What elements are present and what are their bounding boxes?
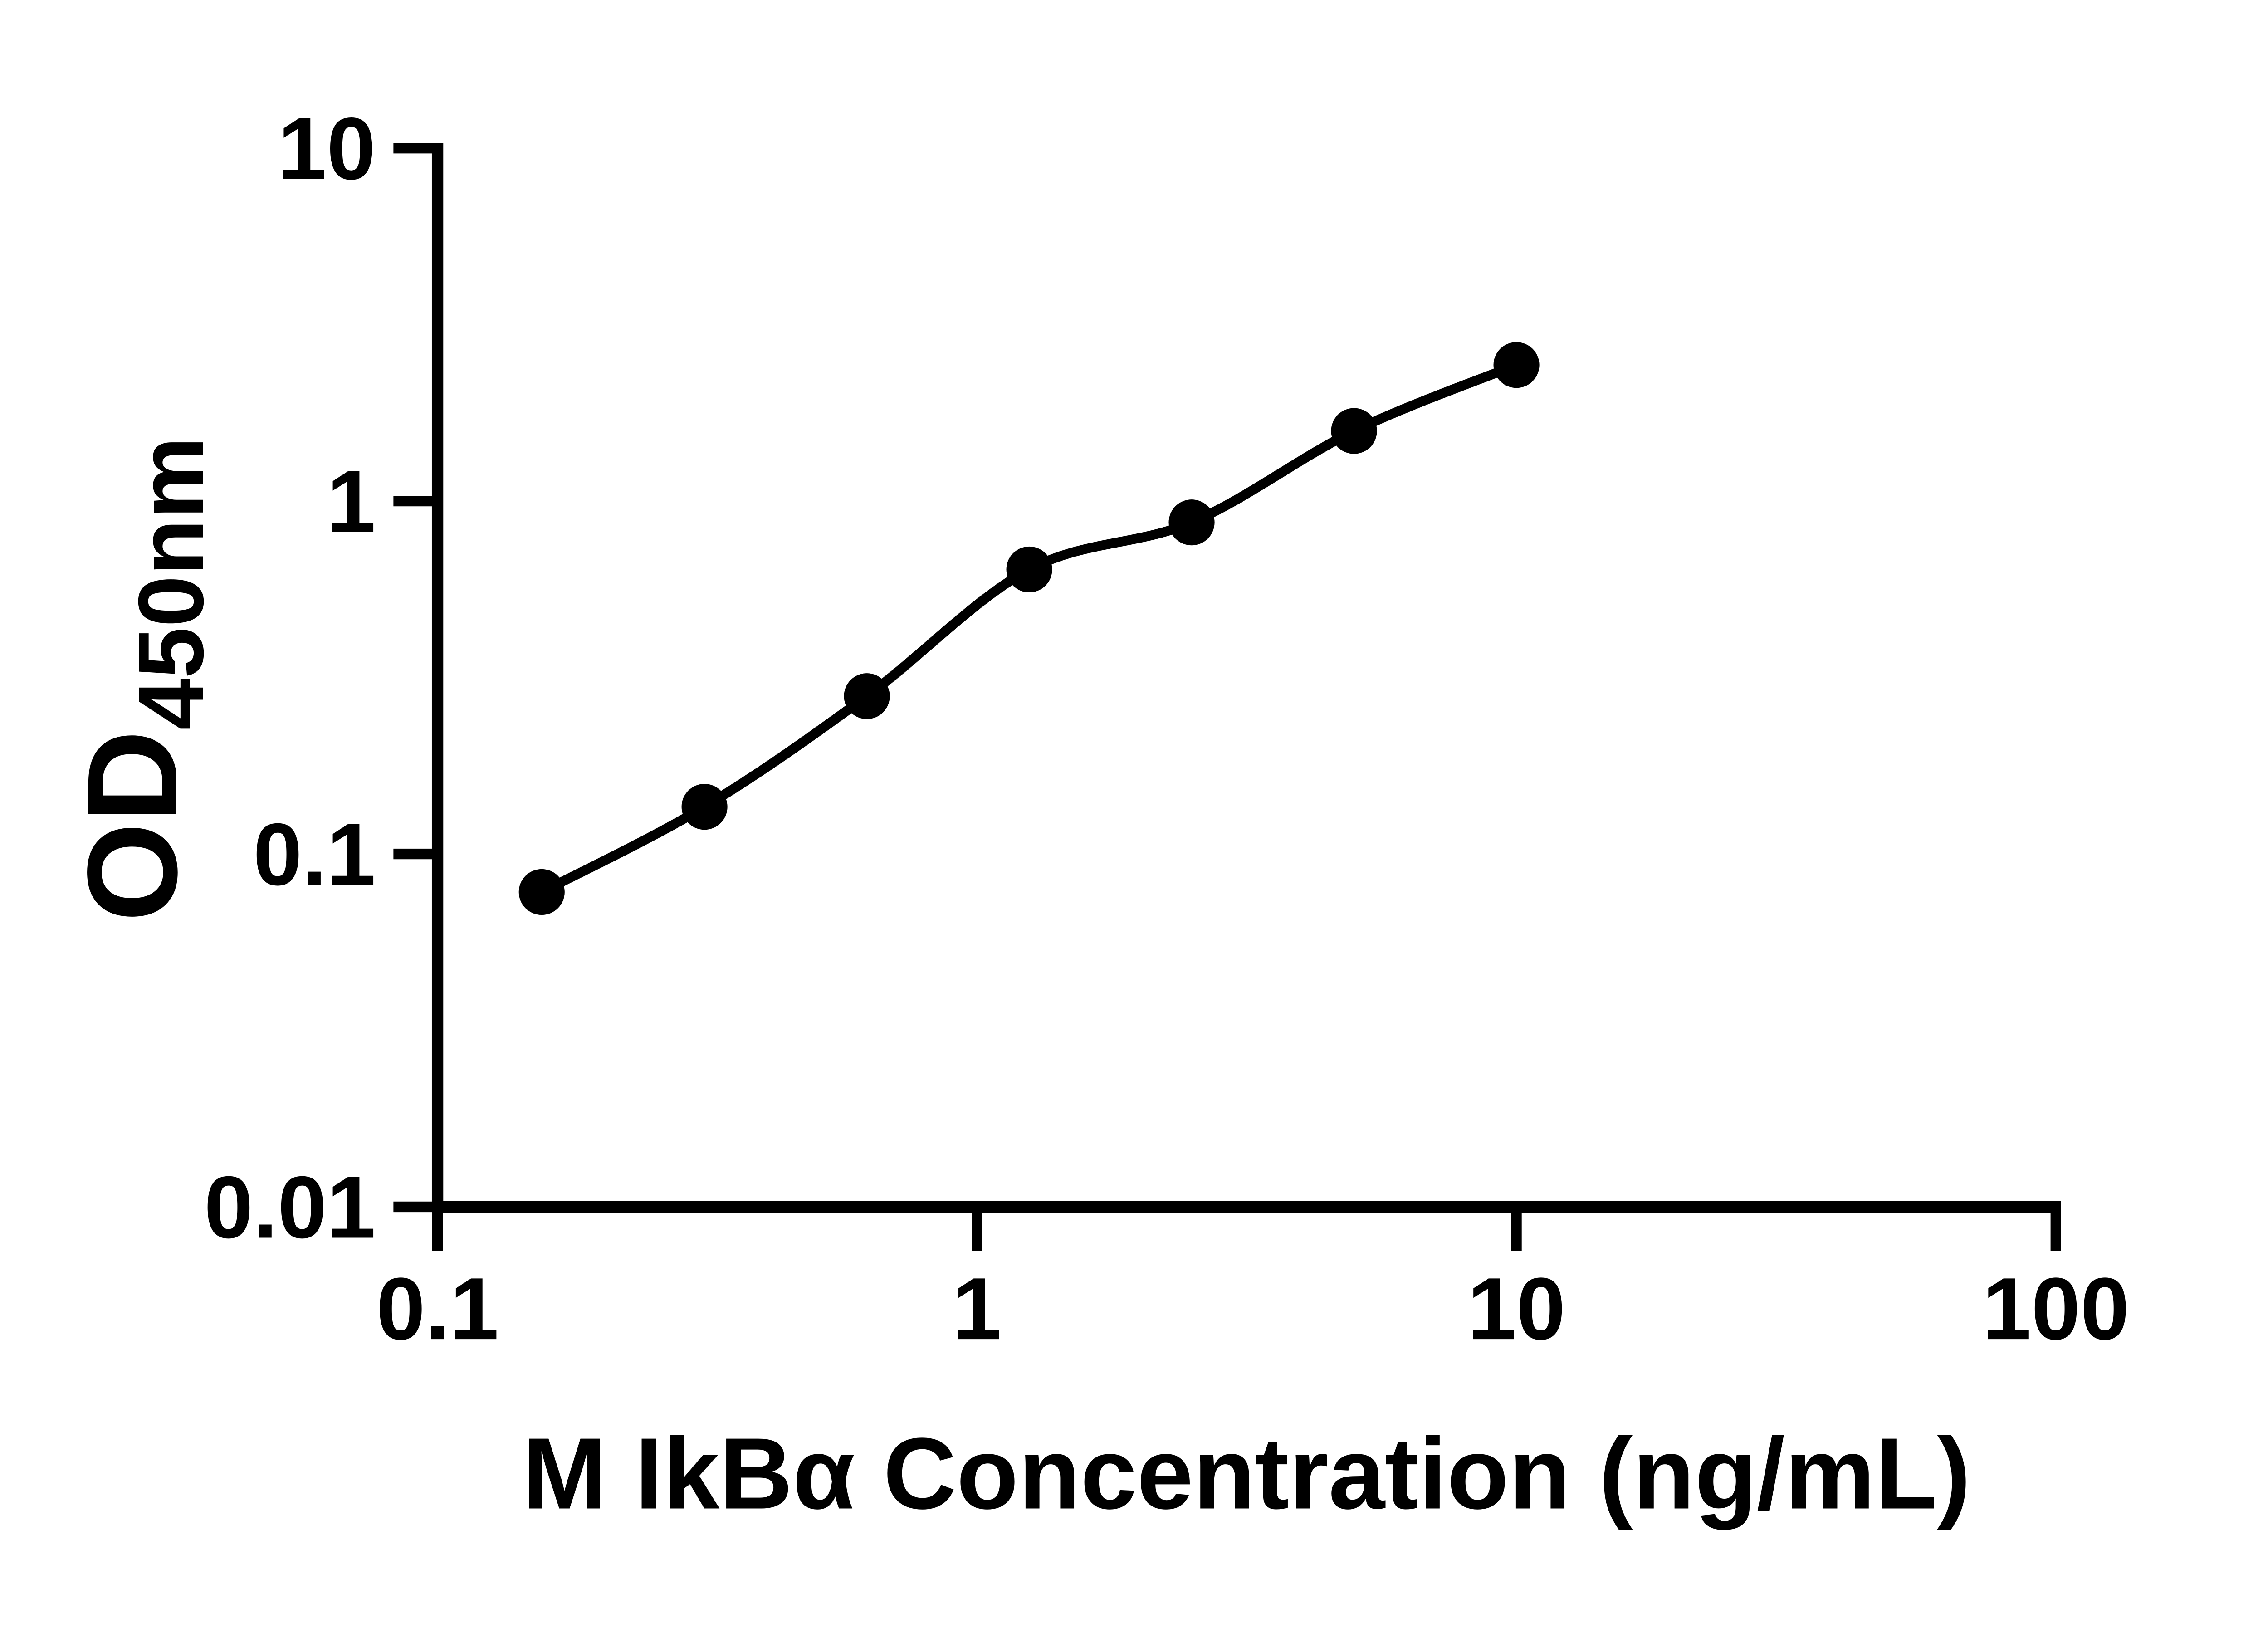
elisa-standard-curve-figure: 10 1 0.1 0.01 0.1 1 10 100 M IkBα Concentratio… (60, 99, 2130, 1530)
x-tick-label: 100 (1982, 1260, 2129, 1358)
y-axis-tick-labels: 10 1 0.1 0.01 (204, 100, 376, 1257)
data-point (1331, 408, 1377, 454)
y-axis-title: OD450nm (61, 436, 223, 922)
y-axis-title-subscript: 450nm (119, 436, 223, 730)
x-axis-title: M IkBα Concentration (ng/mL) (522, 1418, 1971, 1530)
data-point (1493, 342, 1540, 388)
y-tick-label: 10 (278, 100, 376, 198)
y-tick-label: 1 (327, 453, 376, 551)
x-tick-label: 1 (953, 1260, 1002, 1358)
data-point (1168, 499, 1215, 546)
y-tick-label: 0.1 (253, 806, 376, 904)
x-tick-label: 0.1 (376, 1260, 499, 1358)
x-axis-tick-labels: 0.1 1 10 100 (376, 1260, 2129, 1358)
y-axis-ticks (393, 143, 438, 1213)
data-point (1006, 546, 1052, 592)
y-tick-label: 0.01 (204, 1159, 376, 1257)
x-axis-ticks (432, 1207, 2061, 1251)
y-axis-title-main: OD (61, 730, 204, 922)
data-point (681, 784, 728, 830)
data-points (518, 342, 1540, 915)
x-tick-label: 10 (1467, 1260, 1565, 1358)
data-point (844, 673, 890, 719)
data-point (518, 869, 565, 915)
